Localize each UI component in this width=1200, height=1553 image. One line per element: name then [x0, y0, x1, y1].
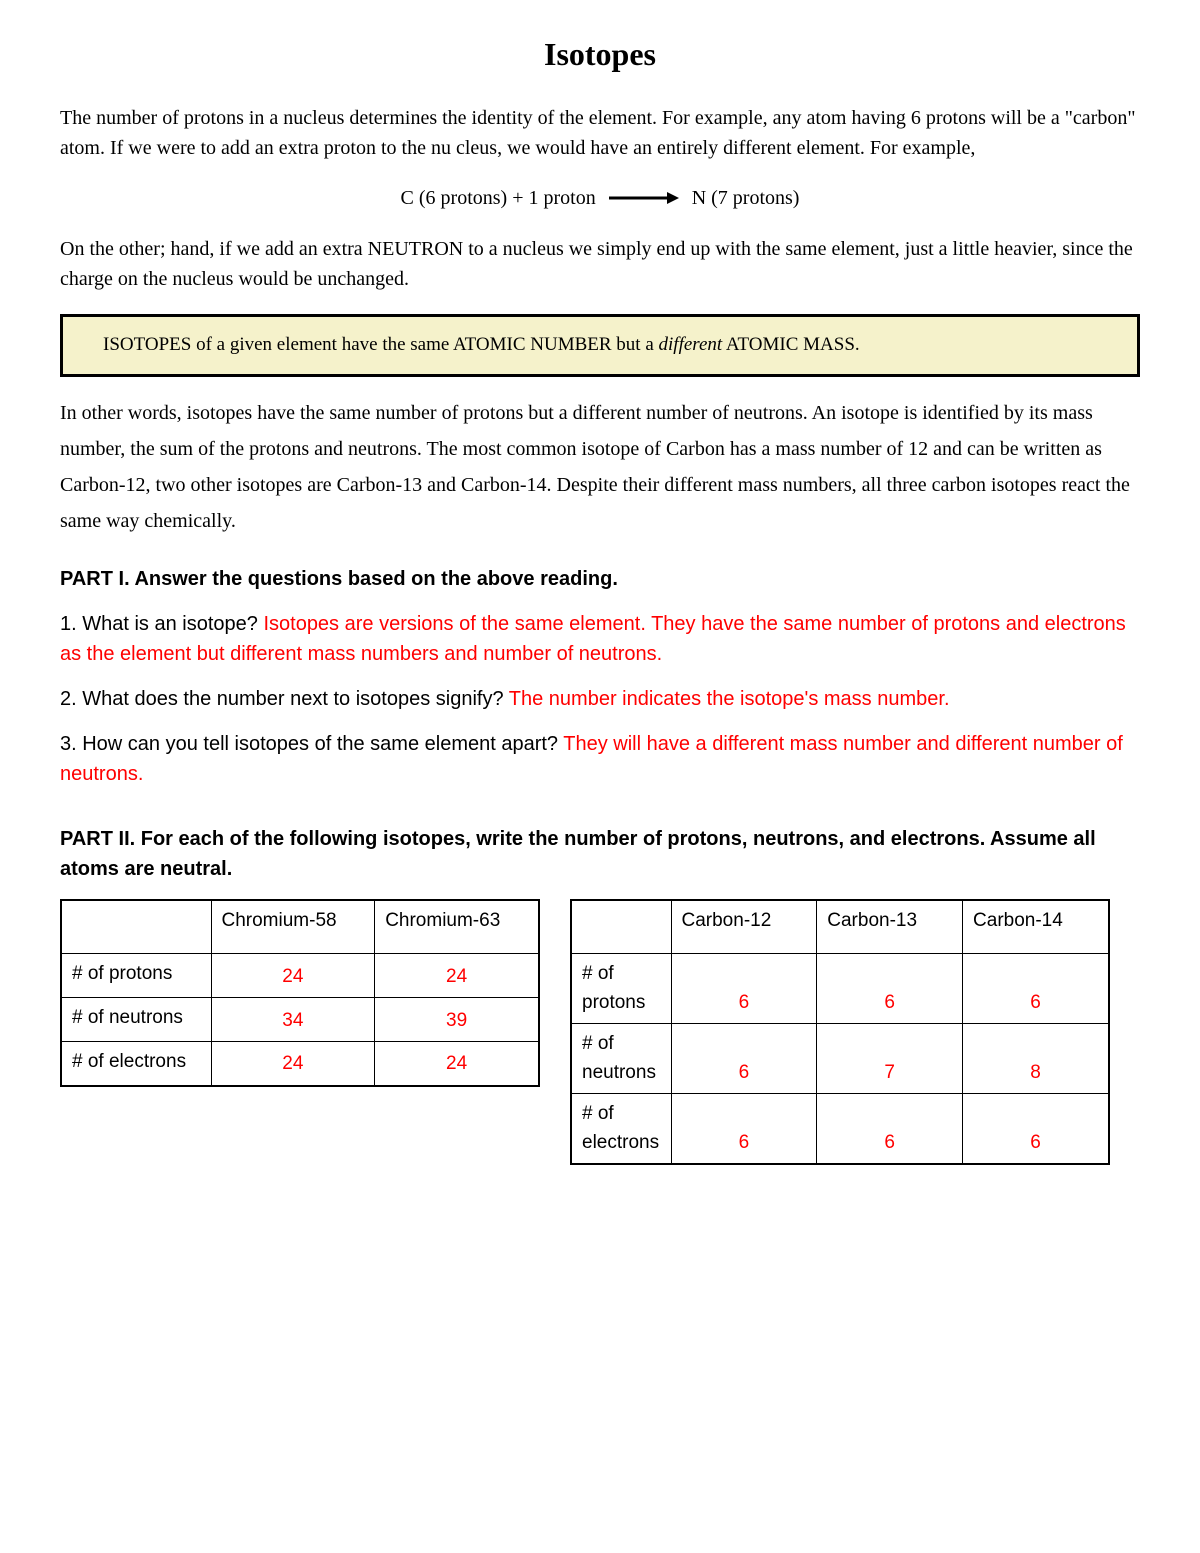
table-row: # of protons 24 24 — [61, 954, 539, 998]
table-header-row: Carbon-12 Carbon-13 Carbon-14 — [571, 900, 1109, 954]
question-1: 1. What is an isotope? Isotopes are vers… — [60, 609, 1140, 669]
row-label: # of electrons — [571, 1094, 671, 1165]
cell-value: 24 — [211, 1042, 375, 1086]
callout-italic: different — [659, 334, 723, 355]
equation-right: N (7 protons) — [692, 187, 800, 209]
intro-paragraph-2: On the other; hand, if we add an extra N… — [60, 234, 1140, 294]
table-row: # of neutrons 6 7 8 — [571, 1024, 1109, 1094]
table-row: # of neutrons 34 39 — [61, 998, 539, 1042]
equation: C (6 protons) + 1 proton N (7 protons) — [60, 183, 1140, 214]
col-header: Chromium-63 — [375, 900, 539, 954]
intro-paragraph-1: The number of protons in a nucleus deter… — [60, 103, 1140, 163]
question-2: 2. What does the number next to isotopes… — [60, 684, 1140, 714]
cell-value: 34 — [211, 998, 375, 1042]
page-title: Isotopes — [60, 30, 1140, 78]
cell-value: 8 — [963, 1024, 1109, 1094]
cell-value: 6 — [963, 954, 1109, 1024]
table-corner — [571, 900, 671, 954]
q3-text: 3. How can you tell isotopes of the same… — [60, 733, 563, 755]
arrow-icon — [609, 184, 679, 214]
table-header-row: Chromium-58 Chromium-63 — [61, 900, 539, 954]
part1-header: PART I. Answer the questions based on th… — [60, 564, 1140, 594]
col-header: Carbon-13 — [817, 900, 963, 954]
col-header: Carbon-12 — [671, 900, 817, 954]
row-label: # of neutrons — [61, 998, 211, 1042]
cell-value: 6 — [817, 1094, 963, 1165]
table-row: # of electrons 6 6 6 — [571, 1094, 1109, 1165]
q1-text: 1. What is an isotope? — [60, 613, 263, 635]
row-label: # of protons — [61, 954, 211, 998]
part2-header: PART II. For each of the following isoto… — [60, 824, 1140, 884]
table-row: # of protons 6 6 6 — [571, 954, 1109, 1024]
intro-paragraph-3: In other words, isotopes have the same n… — [60, 395, 1140, 539]
equation-left: C (6 protons) + 1 proton — [401, 187, 596, 209]
cell-value: 6 — [817, 954, 963, 1024]
row-label: # of electrons — [61, 1042, 211, 1086]
cell-value: 6 — [671, 954, 817, 1024]
col-header: Carbon-14 — [963, 900, 1109, 954]
cell-value: 24 — [375, 954, 539, 998]
chromium-table: Chromium-58 Chromium-63 # of protons 24 … — [60, 899, 540, 1087]
q2-text: 2. What does the number next to isotopes… — [60, 688, 509, 710]
cell-value: 6 — [963, 1094, 1109, 1165]
cell-value: 6 — [671, 1094, 817, 1165]
cell-value: 39 — [375, 998, 539, 1042]
cell-value: 7 — [817, 1024, 963, 1094]
cell-value: 6 — [671, 1024, 817, 1094]
callout-pre: ISOTOPES of a given element have the sam… — [103, 334, 659, 355]
row-label: # of protons — [571, 954, 671, 1024]
row-label: # of neutrons — [571, 1024, 671, 1094]
cell-value: 24 — [375, 1042, 539, 1086]
table-corner — [61, 900, 211, 954]
table-row: # of electrons 24 24 — [61, 1042, 539, 1086]
col-header: Chromium-58 — [211, 900, 375, 954]
tables-container: Chromium-58 Chromium-63 # of protons 24 … — [60, 899, 1140, 1166]
q2-answer: The number indicates the isotope's mass … — [509, 688, 950, 710]
callout-post: ATOMIC MASS. — [722, 334, 859, 355]
carbon-table: Carbon-12 Carbon-13 Carbon-14 # of proto… — [570, 899, 1110, 1166]
question-3: 3. How can you tell isotopes of the same… — [60, 729, 1140, 789]
definition-callout: ISOTOPES of a given element have the sam… — [60, 314, 1140, 377]
cell-value: 24 — [211, 954, 375, 998]
